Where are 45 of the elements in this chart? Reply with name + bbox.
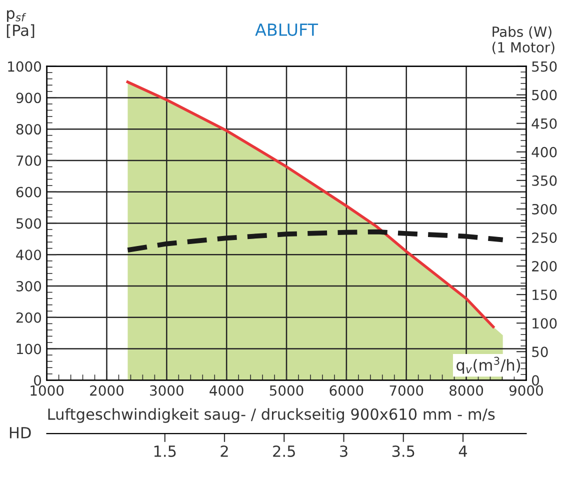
y-tick-label: 600: [16, 186, 42, 198]
x-axis-title: q$_{v}$(m$^{3}$/h): [456, 356, 520, 374]
x2-tick-label: 3: [340, 445, 348, 458]
y2-tick-label: 550: [532, 61, 557, 72]
y-tick-label: 500: [16, 218, 42, 229]
y-tick-label: 300: [16, 280, 42, 292]
chart-title: ABLUFT: [255, 24, 318, 36]
y2-tick-label: 100: [532, 318, 557, 329]
text: HD: [10, 427, 31, 438]
x2-tick-label: 1.5: [154, 446, 176, 458]
line-series: [126, 80, 495, 328]
x-tick-label: 9000: [509, 385, 543, 396]
y-tick-label: 700: [16, 155, 42, 166]
y2-tick-label: 50: [532, 346, 548, 358]
y2-axis-title: Pabs (W) (1 Motor): [492, 26, 554, 54]
x2-tick-label: 2.5: [273, 445, 295, 458]
y-tick-label: 800: [16, 124, 42, 135]
x2-tick-label: 2: [220, 445, 228, 457]
y-tick-label: 100: [16, 344, 42, 354]
y2-tick-label: 150: [532, 290, 557, 300]
x2-tick-label: 3.5: [392, 445, 414, 458]
x-tick-label: 3000: [150, 385, 184, 396]
x-tick-label: 4000: [210, 385, 244, 396]
y-tick-label: 1000: [8, 61, 42, 72]
x2-axis-title: Luftgeschwindigkeit saug- / druckseitig 900x610 mm - m/s: [48, 408, 495, 423]
y-tick-label: 0: [34, 375, 42, 386]
x-tick-label: 5000: [270, 385, 304, 396]
x-tick-label: 7000: [390, 385, 424, 396]
y2-tick-label: 500: [532, 90, 557, 100]
x-tick-label: 6000: [330, 385, 364, 396]
y2-tick-label: 300: [532, 204, 557, 214]
x-tick-label: 1000: [30, 385, 64, 396]
x2-tick-label: 4: [458, 446, 468, 457]
x-tick-label: 8000: [450, 385, 484, 396]
y-tick-label: 900: [16, 92, 42, 104]
y2-tick-label: 400: [532, 146, 557, 158]
y2-tick-label: 0: [532, 375, 539, 386]
y2-tick-label: 250: [532, 232, 557, 243]
y2-tick-label: 450: [532, 118, 557, 129]
y-tick-label: 200: [16, 312, 42, 323]
y-axis-title: p$_{sf}$ [Pa]: [6, 10, 34, 38]
y2-tick-label: 350: [532, 175, 557, 186]
y2-tick-label: 200: [532, 261, 557, 272]
y-tick-label: 400: [16, 250, 42, 260]
x-tick-label: 2000: [90, 385, 124, 396]
